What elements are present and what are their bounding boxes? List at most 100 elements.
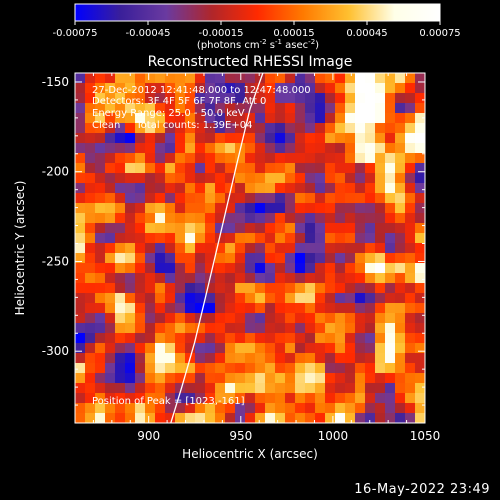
heatmap-cell <box>355 323 366 334</box>
heatmap-cell <box>165 143 176 154</box>
heatmap-cell <box>95 403 106 414</box>
heatmap-cell <box>75 253 86 264</box>
heatmap-cell <box>395 183 406 194</box>
heatmap-cell <box>255 123 266 134</box>
heatmap-cell <box>135 103 146 114</box>
heatmap-cell <box>185 313 196 324</box>
heatmap-cell <box>95 263 106 274</box>
heatmap-cell <box>275 363 286 374</box>
heatmap-cell <box>405 223 416 234</box>
heatmap-cell <box>265 353 276 364</box>
heatmap-cell <box>235 263 246 274</box>
heatmap-cell <box>105 83 116 94</box>
heatmap-cell <box>95 223 106 234</box>
heatmap-cell <box>365 83 376 94</box>
heatmap-cell <box>105 123 116 134</box>
heatmap-cell <box>375 213 386 224</box>
heatmap-cell <box>365 113 376 124</box>
heatmap-cell <box>185 173 196 184</box>
heatmap-cell <box>315 383 326 394</box>
heatmap-cell <box>185 253 196 264</box>
heatmap-cell <box>385 243 396 254</box>
heatmap-cell <box>245 253 256 264</box>
heatmap-cell <box>265 153 276 164</box>
heatmap-cell <box>275 393 286 404</box>
heatmap-cell <box>375 333 386 344</box>
heatmap-cell <box>325 363 336 374</box>
heatmap-cell <box>215 73 226 84</box>
heatmap-cell <box>275 123 286 134</box>
heatmap-cell <box>135 413 146 423</box>
heatmap-cell <box>295 373 306 384</box>
heatmap-cell <box>315 133 326 144</box>
heatmap-cell <box>135 233 146 244</box>
heatmap-cell <box>285 73 296 84</box>
heatmap-cell <box>295 123 306 134</box>
heatmap-cell <box>385 173 396 184</box>
heatmap-cell <box>125 233 136 244</box>
heatmap-cell <box>315 283 326 294</box>
heatmap-cell <box>365 323 376 334</box>
heatmap-cell <box>325 243 336 254</box>
heatmap-cell <box>165 283 176 294</box>
heatmap-cell <box>205 213 216 224</box>
heatmap-cell <box>375 313 386 324</box>
heatmap-cell <box>195 103 206 114</box>
heatmap-cell <box>345 213 356 224</box>
heatmap-cell <box>305 383 316 394</box>
heatmap-cell <box>205 103 216 114</box>
heatmap-cell <box>285 233 296 244</box>
heatmap-cell <box>155 313 166 324</box>
colorbar-units: (photons cm-2 s-1 asec-2) <box>197 38 319 51</box>
heatmap-cell <box>395 143 406 154</box>
heatmap-cell <box>305 353 316 364</box>
heatmap-cell <box>405 253 416 264</box>
heatmap-cell <box>145 393 156 404</box>
heatmap-cell <box>175 123 186 134</box>
heatmap-cell <box>345 83 356 94</box>
heatmap-cell <box>205 323 216 334</box>
heatmap-cell <box>185 413 196 423</box>
heatmap-image <box>75 73 425 423</box>
heatmap-cell <box>175 243 186 254</box>
heatmap-cell <box>355 83 366 94</box>
heatmap-cell <box>225 203 236 214</box>
heatmap-cell <box>265 243 276 254</box>
heatmap-cell <box>275 223 286 234</box>
heatmap-cell <box>95 193 106 204</box>
heatmap-cell <box>275 203 286 214</box>
heatmap-cell <box>135 403 146 414</box>
heatmap-cell <box>395 383 406 394</box>
heatmap-cell <box>105 163 116 174</box>
heatmap-cell <box>125 143 136 154</box>
heatmap-cell <box>345 403 356 414</box>
heatmap-cell <box>105 413 116 423</box>
heatmap-cell <box>235 133 246 144</box>
heatmap-cell <box>285 243 296 254</box>
heatmap-cell <box>305 243 316 254</box>
heatmap-cell <box>315 213 326 224</box>
heatmap-cell <box>155 363 166 374</box>
heatmap-cell <box>225 313 236 324</box>
heatmap-cell <box>175 403 186 414</box>
heatmap-cell <box>335 253 346 264</box>
heatmap-cell <box>375 203 386 214</box>
heatmap-cell <box>265 283 276 294</box>
heatmap-cell <box>105 343 116 354</box>
heatmap-cell <box>315 293 326 304</box>
heatmap-cell <box>125 223 136 234</box>
heatmap-cell <box>145 323 156 334</box>
heatmap-cell <box>365 203 376 214</box>
heatmap-cell <box>175 383 186 394</box>
heatmap-cell <box>85 223 96 234</box>
heatmap-cell <box>75 373 86 384</box>
heatmap-cell <box>395 113 406 124</box>
heatmap-cell <box>165 323 176 334</box>
heatmap-cell <box>205 153 216 164</box>
heatmap-cell <box>285 363 296 374</box>
heatmap-cell <box>395 83 406 94</box>
heatmap-cell <box>335 203 346 214</box>
heatmap-cell <box>335 183 346 194</box>
heatmap-cell <box>415 233 425 244</box>
heatmap-cell <box>205 243 216 254</box>
